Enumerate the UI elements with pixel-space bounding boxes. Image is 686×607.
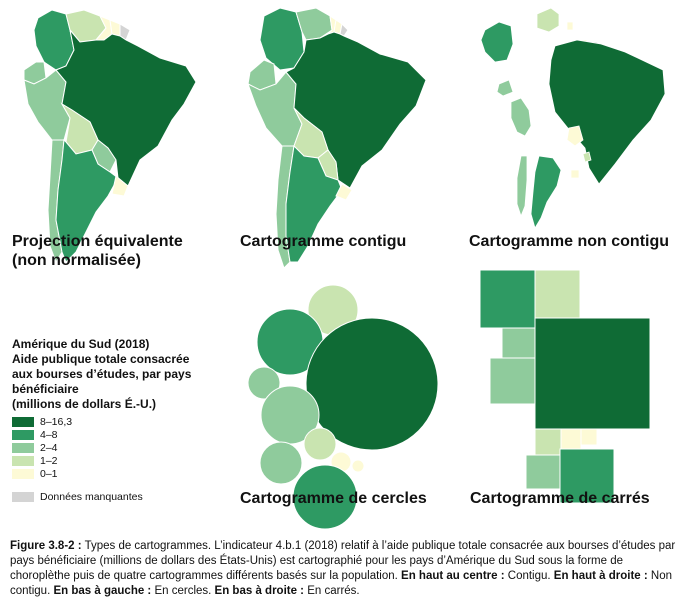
country-peru [510,97,532,137]
circle-bolivia [303,427,337,461]
contiguous-cartogram-map [247,7,427,269]
circle-argentina [292,464,358,530]
legend-item: 4–8 [12,428,237,441]
figure-caption: Figure 3.8-2 : Types de cartogrammes. L’… [10,539,678,599]
square-cartogram-panel: Cartogramme de carrés [470,265,686,535]
country-paraguay [582,151,592,163]
caption-top-center-text: Contigu. [504,570,554,582]
country-argentina [285,144,343,263]
square-cartogram [479,269,651,504]
caption-bottom-left-text: En cercles. [151,585,215,597]
caption-text: Types de cartogrammes. L’indicateur 4.b.… [10,540,676,582]
circle-cartogram-title: Cartogramme de cercles [240,490,427,507]
country-ecuador [496,79,514,97]
caption-bottom-right-text: En carrés. [304,585,360,597]
legend-swatch [12,442,34,453]
equal-area-title: Projection équivalente (non normalisée) [12,233,183,269]
caption-top-right-label: En haut à droite : [553,570,648,582]
country-argentina [530,155,562,229]
country-uruguay [570,169,580,179]
noncontiguous-cartogram-title: Cartogramme non contigu [469,233,670,250]
legend-item: 8–16,3 [12,415,237,428]
legend-item: 2–4 [12,441,237,454]
caption-figure-ref: Figure 3.8-2 : [10,540,82,552]
circle-cartogram-panel: Cartogramme de cercles [240,280,455,535]
circle-brazil [305,317,439,451]
legend-swatch [12,416,34,427]
square-peru [489,357,536,405]
circle-chile [259,441,303,485]
equal-area-map [23,9,197,264]
square-chile [525,454,561,490]
noncontiguous-cartogram-map [480,7,666,229]
country-suriname [109,19,121,37]
square-brazil [534,317,651,430]
country-colombia [480,21,514,63]
square-cartogram-title: Cartogramme de carrés [470,490,650,507]
legend-swatch [12,468,34,479]
country-argentina [55,138,119,263]
caption-top-right-text: Non contigu. [10,570,673,597]
square-uruguay [580,428,598,446]
legend-items: 8–16,3 4–8 2–4 1–2 0–1 Données manquante… [12,415,237,503]
country-brazil [55,29,197,187]
country-uruguay [335,183,353,201]
square-colombia [479,269,536,329]
legend-item: 1–2 [12,454,237,467]
caption-bottom-right-label: En bas à droite : [214,585,305,597]
country-venezuela [536,7,560,33]
legend-item-missing: Données manquantes [12,490,237,503]
circle-ecuador [247,366,281,400]
legend-item: 0–1 [12,467,237,480]
square-venezuela [534,269,581,319]
circle-uruguay [351,459,365,473]
square-argentina [559,448,615,504]
circle-cartogram [247,284,439,530]
caption-bottom-left-label: En bas à gauche : [53,585,152,597]
country-chile [516,155,528,218]
square-paraguay [560,428,582,450]
noncontiguous-cartogram-panel: Cartogramme non contigu [455,0,686,275]
square-bolivia [534,428,562,456]
contiguous-cartogram-title: Cartogramme contigu [240,233,407,250]
equal-area-map-panel: Projection équivalente (non normalisée) [0,0,230,275]
country-venezuela [295,7,333,41]
country-guyana [566,21,574,31]
legend-swatch [12,455,34,466]
legend-swatch-missing [12,491,34,502]
square-ecuador [501,327,536,359]
contiguous-cartogram-panel: Cartogramme contigu [230,0,455,275]
legend-title: Amérique du Sud (2018) Aide publique tot… [12,337,192,411]
country-brazil [548,39,666,185]
country-bolivia [566,125,584,147]
map-legend: Amérique du Sud (2018) Aide publique tot… [12,337,237,503]
legend-swatch [12,429,34,440]
country-uruguay [111,175,129,197]
caption-top-center-label: En haut au centre : [401,570,505,582]
